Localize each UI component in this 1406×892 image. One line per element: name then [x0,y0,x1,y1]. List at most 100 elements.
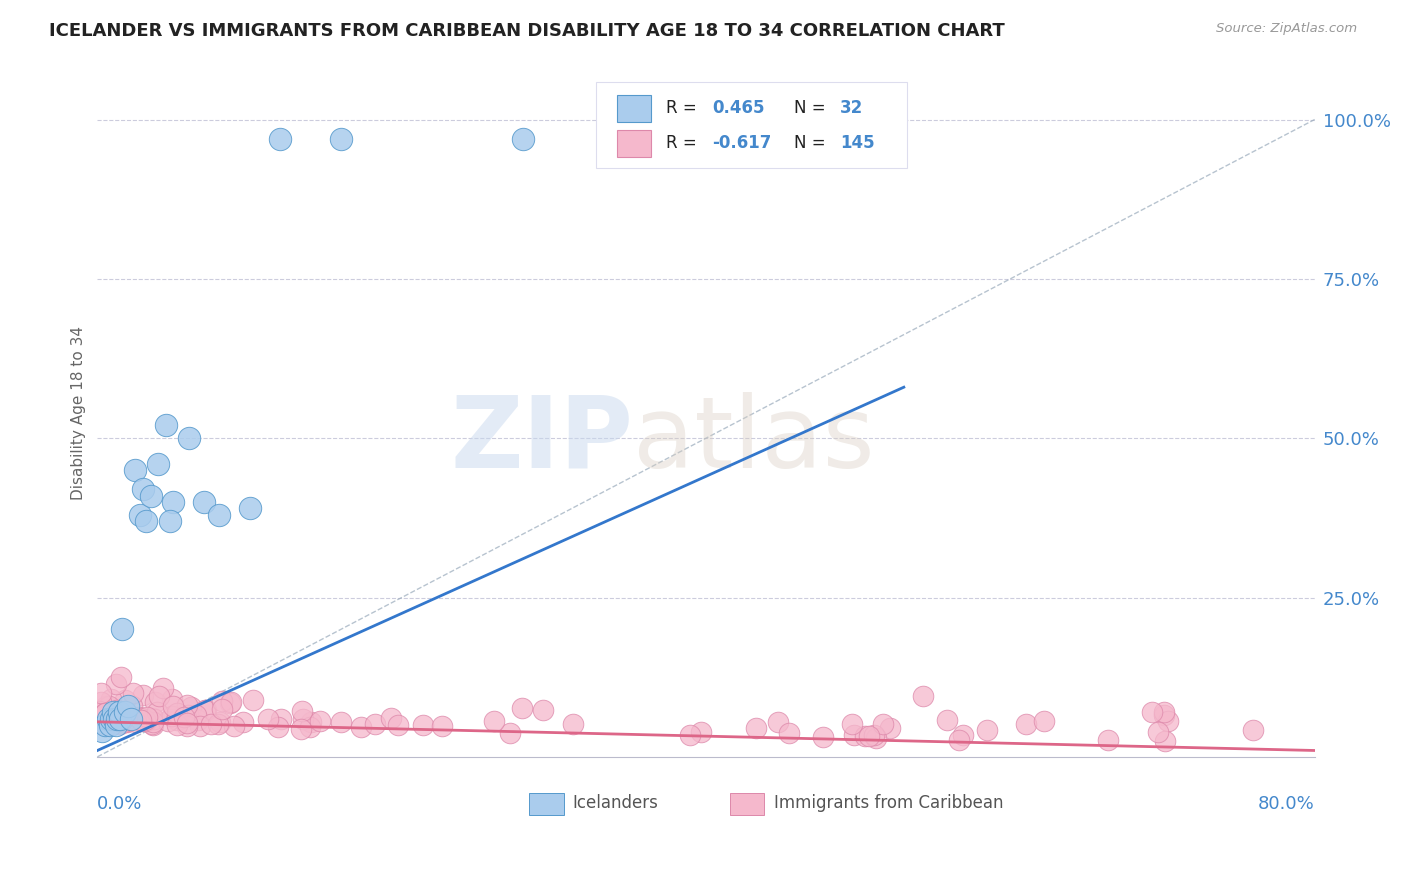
Point [176,719,198,733]
Text: N =: N = [793,134,831,152]
Point [862,728,884,742]
Point [131,688,153,702]
Point [100,712,122,726]
Point [97,718,120,732]
Point [96,699,118,714]
Point [94,718,117,732]
Point [211,694,233,708]
Point [412,718,434,732]
Point [184,707,207,722]
Point [148,689,170,703]
Text: Immigrants from Caribbean: Immigrants from Caribbean [775,794,1004,812]
Point [976,723,998,737]
Point [98,714,121,729]
Point [211,702,233,716]
Point [143,695,166,709]
Point [242,692,264,706]
Point [499,726,522,740]
Point [270,712,292,726]
Point [207,717,229,731]
Point [124,463,146,477]
Point [841,716,863,731]
Point [90,724,112,739]
Point [690,725,713,739]
Point [1146,725,1168,739]
Point [105,712,128,726]
Point [291,712,314,726]
Point [107,703,129,717]
Text: ZIP: ZIP [450,392,633,489]
Text: -0.617: -0.617 [711,134,772,152]
Point [952,728,974,742]
FancyBboxPatch shape [596,82,907,169]
Point [177,431,200,445]
Point [100,716,122,731]
Point [107,706,129,721]
Point [176,698,198,713]
Point [110,714,132,728]
Point [132,482,155,496]
Point [219,696,242,710]
Point [531,703,554,717]
Point [136,710,159,724]
Point [768,714,790,729]
Point [97,716,120,731]
Point [110,670,132,684]
Point [936,714,959,728]
Point [114,705,136,719]
Point [298,720,321,734]
Point [104,718,127,732]
Point [146,706,169,720]
Point [177,708,200,723]
Text: 0.465: 0.465 [711,99,765,117]
Point [131,711,153,725]
Point [166,706,188,720]
Point [858,729,880,743]
Point [678,728,700,742]
Point [879,721,901,735]
Point [143,712,166,726]
Point [111,713,134,727]
Point [107,715,129,730]
Point [134,714,156,728]
Text: R =: R = [666,134,702,152]
Point [512,131,534,145]
Point [853,729,876,743]
Point [299,714,322,729]
Point [100,692,122,706]
Point [100,714,122,728]
Point [187,713,209,727]
Point [107,705,129,719]
Point [91,714,114,729]
Point [98,714,121,729]
Point [134,714,156,729]
Point [176,715,198,730]
Point [208,715,231,730]
Point [619,131,641,145]
Point [98,718,121,732]
Point [107,712,129,726]
Text: Icelanders: Icelanders [572,794,658,812]
Point [811,730,834,744]
Point [97,712,120,726]
Text: 32: 32 [839,99,863,117]
Point [90,695,112,709]
Point [89,714,111,729]
Point [166,717,188,731]
Point [162,495,184,509]
Point [1241,723,1264,738]
Point [90,686,112,700]
Point [90,706,112,721]
Point [94,714,117,728]
Bar [730,793,765,814]
Point [101,705,124,719]
Point [291,705,314,719]
Point [208,508,231,522]
Point [135,514,157,528]
Point [200,716,222,731]
Point [195,703,218,717]
Point [267,720,290,734]
Point [112,715,135,730]
Point [156,714,179,728]
Point [91,709,114,723]
